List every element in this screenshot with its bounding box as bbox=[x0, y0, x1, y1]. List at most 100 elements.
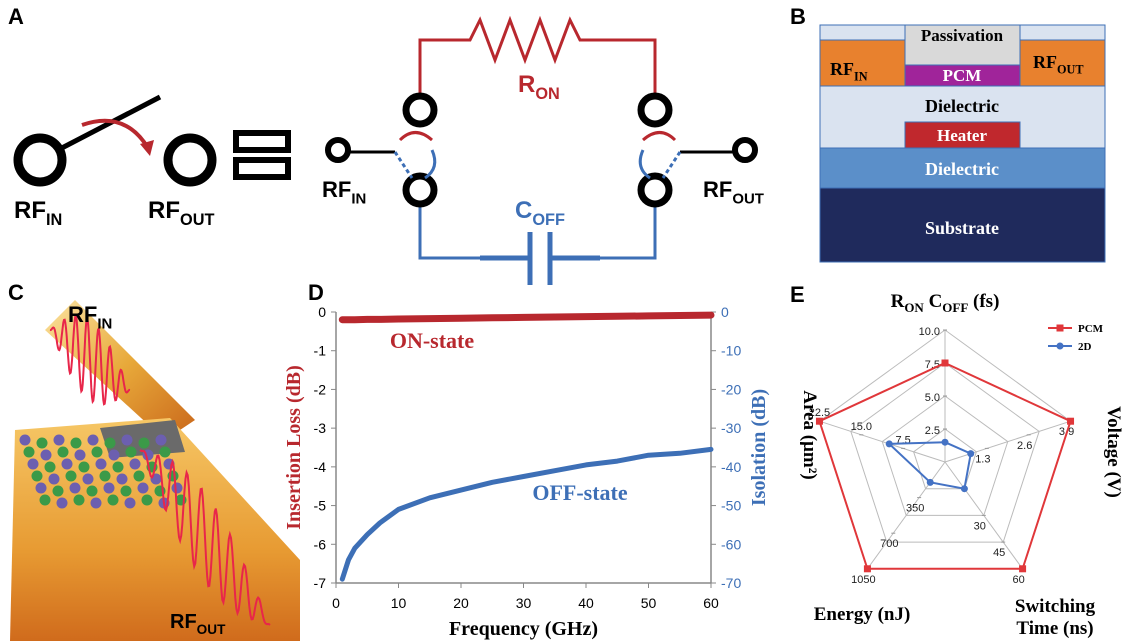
x-tick-label: 60 bbox=[703, 595, 719, 611]
legend-label: PCM bbox=[1078, 323, 1104, 335]
atom bbox=[92, 447, 103, 458]
layer-label: Heater bbox=[937, 126, 987, 145]
marker bbox=[1067, 418, 1074, 425]
atom bbox=[96, 459, 107, 470]
wire bbox=[395, 152, 412, 178]
marker bbox=[864, 565, 871, 572]
atom bbox=[83, 474, 94, 485]
axis-tick-label: 5.0 bbox=[925, 392, 940, 404]
atom bbox=[75, 450, 86, 461]
rf-label-sub: OUT bbox=[197, 622, 226, 637]
atom bbox=[109, 450, 120, 461]
atom bbox=[91, 498, 102, 509]
layer-label-main: RF bbox=[830, 59, 854, 79]
atom bbox=[37, 438, 48, 449]
layer-label: Passivation bbox=[921, 26, 1004, 45]
legend-marker bbox=[1057, 343, 1064, 350]
atom bbox=[172, 483, 183, 494]
axis-tick-label: 1050 bbox=[851, 574, 875, 586]
resistor-label: RON bbox=[518, 71, 560, 103]
marker bbox=[967, 450, 974, 457]
y2-tick-label: -30 bbox=[721, 420, 741, 436]
series-line bbox=[342, 449, 711, 579]
atom bbox=[40, 495, 51, 506]
layer-label-main: RF bbox=[1033, 52, 1057, 72]
y2-tick-label: -20 bbox=[721, 381, 741, 397]
axis-title: Area (μm²) bbox=[799, 390, 820, 479]
atom bbox=[45, 462, 56, 473]
axis-title-part: Switching bbox=[1015, 596, 1096, 617]
atom bbox=[32, 471, 43, 482]
y-tick-label: -6 bbox=[314, 536, 327, 552]
atom bbox=[36, 483, 47, 494]
axis-title-part: R bbox=[891, 291, 905, 312]
contact bbox=[406, 96, 434, 124]
x-tick-label: 20 bbox=[453, 595, 469, 611]
axis-title: SwitchingTime (ns) bbox=[1015, 596, 1096, 639]
capacitor-label-sub: OFF bbox=[532, 211, 565, 229]
resistor-label-main: R bbox=[518, 71, 535, 98]
marker bbox=[1019, 565, 1026, 572]
atom bbox=[28, 459, 39, 470]
axis-tick-label: 10.0 bbox=[919, 326, 940, 338]
axis-title-part: (fs) bbox=[968, 291, 999, 312]
marker bbox=[816, 418, 823, 425]
atom bbox=[53, 486, 64, 497]
rf-label-sub: IN bbox=[351, 191, 366, 208]
contact bbox=[641, 96, 669, 124]
port bbox=[328, 140, 348, 160]
rf-label: RFIN bbox=[14, 197, 62, 229]
atom bbox=[88, 435, 99, 446]
capacitor-label-main: C bbox=[515, 197, 532, 224]
terminal bbox=[168, 138, 212, 182]
panel-c-illustration bbox=[10, 300, 300, 641]
x-tick-label: 40 bbox=[578, 595, 594, 611]
layer-label: Dielectric bbox=[925, 159, 999, 179]
axis-tick-label: 1.3 bbox=[975, 453, 990, 465]
spoke bbox=[945, 421, 1071, 462]
atom bbox=[104, 483, 115, 494]
rf-label: RFOUT bbox=[148, 197, 214, 229]
resistor-label-sub: ON bbox=[535, 85, 559, 103]
marker bbox=[942, 360, 949, 367]
equiv-symbol bbox=[236, 160, 288, 177]
atom bbox=[71, 438, 82, 449]
layer-label: Dielectric bbox=[925, 96, 999, 116]
x-tick-label: 10 bbox=[391, 595, 407, 611]
axis-title-part: Area (μm²) bbox=[799, 390, 820, 479]
rf-label: RFIN bbox=[322, 177, 366, 208]
axis-title-part: OFF bbox=[942, 300, 968, 315]
y-tick-label: -4 bbox=[314, 459, 327, 475]
atom bbox=[142, 495, 153, 506]
port bbox=[735, 140, 755, 160]
atom bbox=[66, 471, 77, 482]
y2-tick-label: -50 bbox=[721, 498, 741, 514]
marker bbox=[886, 440, 893, 447]
panel-a-drawing bbox=[18, 20, 755, 285]
layer-label-sub: OUT bbox=[1057, 62, 1084, 76]
atom bbox=[108, 495, 119, 506]
atom bbox=[79, 462, 90, 473]
series-label: OFF-state bbox=[532, 480, 628, 505]
atom bbox=[117, 474, 128, 485]
panel-letter: B bbox=[790, 4, 806, 29]
figure: ABCDERFINRFOUTRONCOFFRFINRFOUTPassivatio… bbox=[0, 0, 1127, 641]
atom bbox=[100, 471, 111, 482]
atom bbox=[87, 486, 98, 497]
y-tick-label: -2 bbox=[314, 381, 327, 397]
x-tick-label: 0 bbox=[332, 595, 340, 611]
layer-label: Substrate bbox=[925, 218, 999, 238]
rf-label-main: RF bbox=[148, 197, 180, 224]
atom bbox=[49, 474, 60, 485]
atom bbox=[126, 447, 137, 458]
panel-letter: C bbox=[8, 280, 24, 305]
series-line bbox=[342, 315, 711, 320]
atom bbox=[105, 438, 116, 449]
atom bbox=[54, 435, 65, 446]
axis-tick-label: 2.6 bbox=[1017, 440, 1032, 452]
y-tick-label: -5 bbox=[314, 498, 327, 514]
axis-title: Voltage (V) bbox=[1103, 406, 1124, 498]
axis-tick-label: 700 bbox=[880, 538, 898, 550]
rf-label-sub: OUT bbox=[732, 191, 764, 208]
layer-label: PCM bbox=[943, 66, 982, 85]
